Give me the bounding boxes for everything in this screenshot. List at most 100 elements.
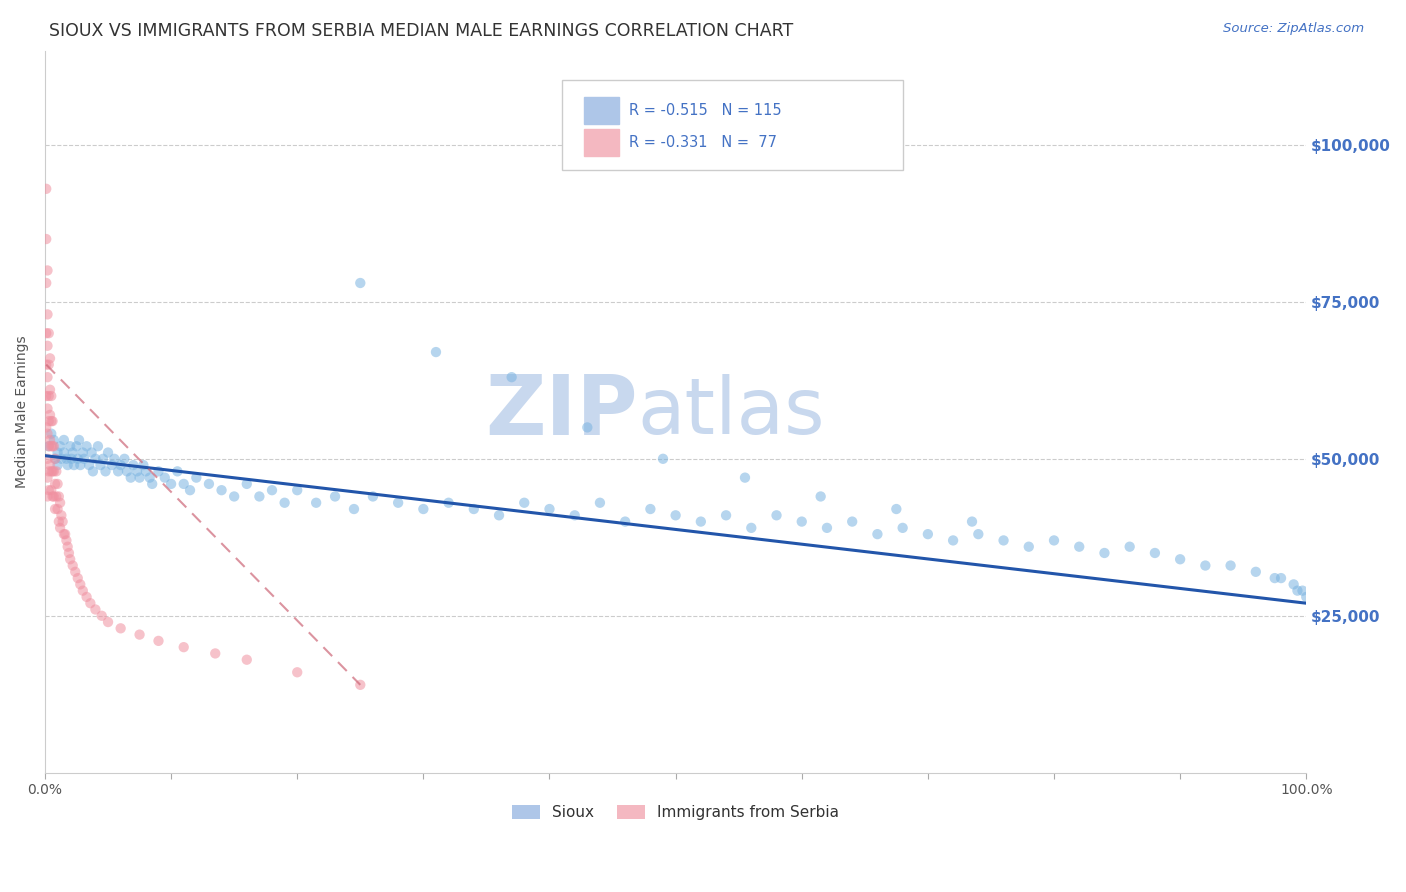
Point: [714, 508, 737, 523]
Point: [91, 451, 114, 466]
Point: [128, 470, 150, 484]
Point: [44, 451, 66, 466]
Point: [56, 458, 79, 472]
Point: [38, 389, 60, 403]
Point: [1244, 565, 1267, 579]
Point: [224, 490, 246, 504]
Point: [39, 458, 62, 472]
Point: [260, 483, 283, 498]
Point: [204, 647, 226, 661]
Point: [42, 433, 65, 447]
Point: [689, 515, 711, 529]
Point: [640, 502, 662, 516]
Point: [305, 496, 328, 510]
Point: [1018, 540, 1040, 554]
Point: [866, 527, 889, 541]
Point: [37, 490, 59, 504]
Point: [501, 370, 523, 384]
Point: [67, 433, 90, 447]
Point: [886, 502, 908, 516]
Point: [285, 483, 308, 498]
Point: [41, 464, 63, 478]
Point: [65, 565, 87, 579]
Point: [166, 464, 188, 478]
Point: [52, 527, 75, 541]
Point: [39, 408, 62, 422]
Point: [72, 583, 94, 598]
Point: [46, 502, 69, 516]
Point: [55, 451, 77, 466]
Point: [51, 451, 73, 466]
Point: [51, 508, 73, 523]
Point: [63, 458, 86, 472]
Point: [84, 451, 107, 466]
Point: [56, 540, 79, 554]
Point: [41, 439, 63, 453]
Point: [35, 358, 58, 372]
Point: [97, 615, 120, 629]
FancyBboxPatch shape: [583, 97, 619, 124]
Point: [110, 458, 132, 472]
Point: [39, 483, 62, 498]
Point: [52, 433, 75, 447]
Point: [942, 533, 965, 548]
Point: [513, 496, 536, 510]
Point: [79, 596, 101, 610]
Text: Source: ZipAtlas.com: Source: ZipAtlas.com: [1223, 22, 1364, 36]
Point: [69, 577, 91, 591]
Point: [125, 464, 148, 478]
Point: [38, 464, 60, 478]
Point: [44, 451, 66, 466]
Point: [39, 389, 62, 403]
Point: [39, 433, 62, 447]
Point: [967, 527, 990, 541]
Point: [35, 389, 58, 403]
Point: [425, 345, 447, 359]
Point: [62, 558, 84, 573]
Point: [273, 496, 295, 510]
Point: [37, 470, 59, 484]
Text: R = -0.515   N = 115: R = -0.515 N = 115: [628, 103, 782, 118]
Point: [73, 451, 96, 466]
Point: [90, 608, 112, 623]
Text: atlas: atlas: [638, 374, 825, 450]
Point: [53, 527, 76, 541]
Point: [87, 439, 110, 453]
Point: [198, 477, 221, 491]
Point: [48, 490, 70, 504]
Point: [576, 420, 599, 434]
FancyBboxPatch shape: [562, 79, 903, 169]
Point: [115, 464, 138, 478]
Point: [39, 414, 62, 428]
Point: [82, 464, 104, 478]
Point: [38, 358, 60, 372]
Point: [89, 458, 111, 472]
Point: [38, 439, 60, 453]
Point: [37, 451, 59, 466]
Point: [1270, 571, 1292, 585]
Point: [1264, 571, 1286, 585]
Point: [247, 490, 270, 504]
Point: [412, 502, 434, 516]
Legend: Sioux, Immigrants from Serbia: Sioux, Immigrants from Serbia: [506, 799, 845, 827]
Point: [72, 445, 94, 459]
Point: [37, 263, 59, 277]
Point: [37, 339, 59, 353]
Point: [665, 508, 688, 523]
Point: [38, 483, 60, 498]
Point: [740, 521, 762, 535]
Point: [138, 470, 160, 484]
Point: [179, 483, 201, 498]
Point: [387, 496, 409, 510]
Point: [790, 515, 813, 529]
Point: [41, 490, 63, 504]
Point: [186, 470, 208, 484]
Point: [1168, 552, 1191, 566]
Point: [1286, 583, 1309, 598]
Point: [1282, 577, 1305, 591]
Point: [1118, 540, 1140, 554]
Point: [160, 477, 183, 491]
Point: [84, 602, 107, 616]
Point: [1219, 558, 1241, 573]
Point: [148, 633, 170, 648]
